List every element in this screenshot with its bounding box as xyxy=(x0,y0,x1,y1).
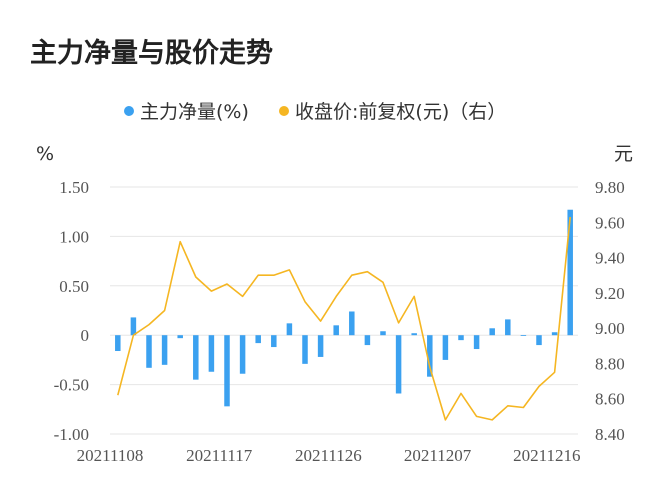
legend-marker-net-volume xyxy=(124,106,134,116)
left-tick-label: 1.00 xyxy=(59,227,89,246)
net-volume-bar xyxy=(505,319,511,336)
net-volume-bar xyxy=(489,328,495,336)
net-volume-bars xyxy=(115,209,573,407)
right-tick-label: 9.40 xyxy=(595,249,625,268)
net-volume-bar xyxy=(317,335,324,357)
left-tick-label: 0 xyxy=(81,326,90,345)
net-volume-bar xyxy=(161,335,168,365)
right-tick-label: 9.60 xyxy=(595,213,625,232)
left-axis-ticks: 1.50 1.00 0.50 0 -0.50 -1.00 xyxy=(54,178,89,444)
net-volume-bar xyxy=(427,335,433,377)
net-volume-bar xyxy=(551,332,558,336)
close-price-line xyxy=(117,216,571,421)
net-volume-bar xyxy=(442,335,449,360)
right-axis-ticks: 9.80 9.60 9.40 9.20 9.00 8.80 8.60 8.40 xyxy=(595,178,625,444)
net-volume-bar xyxy=(130,317,137,336)
net-volume-bar xyxy=(395,335,402,394)
right-tick-label: 8.40 xyxy=(595,425,625,444)
net-volume-bar xyxy=(271,335,277,348)
right-tick-label: 9.20 xyxy=(595,284,625,303)
net-volume-bar xyxy=(177,335,183,339)
legend-label-net-volume: 主力净量(%) xyxy=(140,101,249,123)
x-tick-label: 20211108 xyxy=(77,446,144,465)
net-volume-bar xyxy=(458,335,464,341)
left-axis-unit: % xyxy=(36,143,54,165)
right-tick-label: 8.80 xyxy=(595,354,625,373)
net-volume-bar xyxy=(567,209,573,336)
net-volume-bar xyxy=(239,335,246,374)
close-price-line-layer xyxy=(117,216,571,421)
legend: 主力净量(%) 收盘价:前复权(元)（右） xyxy=(124,101,506,123)
right-tick-label: 8.60 xyxy=(595,390,625,409)
left-tick-label: -1.00 xyxy=(54,425,89,444)
net-volume-bar xyxy=(208,335,215,372)
net-volume-bar xyxy=(302,335,308,364)
left-tick-label: -0.50 xyxy=(54,376,89,395)
x-tick-label: 20211216 xyxy=(513,446,580,465)
net-volume-bar xyxy=(364,335,371,346)
x-tick-label: 20211207 xyxy=(404,446,472,465)
legend-label-close-price: 收盘价:前复权(元)（右） xyxy=(295,101,506,123)
left-tick-label: 1.50 xyxy=(59,178,89,197)
right-tick-label: 9.00 xyxy=(595,319,625,338)
x-tick-label: 20211126 xyxy=(295,446,362,465)
net-volume-bar xyxy=(286,323,293,336)
net-volume-bar xyxy=(349,311,355,336)
net-volume-bar xyxy=(115,335,121,352)
net-volume-bar xyxy=(411,333,417,336)
left-tick-label: 0.50 xyxy=(59,277,89,296)
chart-title: 主力净量与股价走势 xyxy=(30,38,273,69)
right-axis-unit: 元 xyxy=(614,143,633,165)
net-volume-bar xyxy=(520,335,527,336)
x-axis-ticks: 20211108 20211117 20211126 20211207 20211216 xyxy=(77,446,581,465)
net-volume-bar xyxy=(380,331,386,336)
gridlines xyxy=(110,186,578,435)
net-volume-bar xyxy=(224,335,230,407)
net-volume-bar xyxy=(473,335,480,350)
net-volume-bar xyxy=(146,335,152,368)
net-volume-bar xyxy=(536,335,542,346)
right-tick-label: 9.80 xyxy=(595,178,625,197)
x-tick-label: 20211117 xyxy=(186,446,253,465)
net-volume-bar xyxy=(333,325,339,336)
legend-marker-close-price xyxy=(279,106,289,116)
net-volume-bar xyxy=(193,335,199,380)
net-volume-bar xyxy=(255,335,261,344)
